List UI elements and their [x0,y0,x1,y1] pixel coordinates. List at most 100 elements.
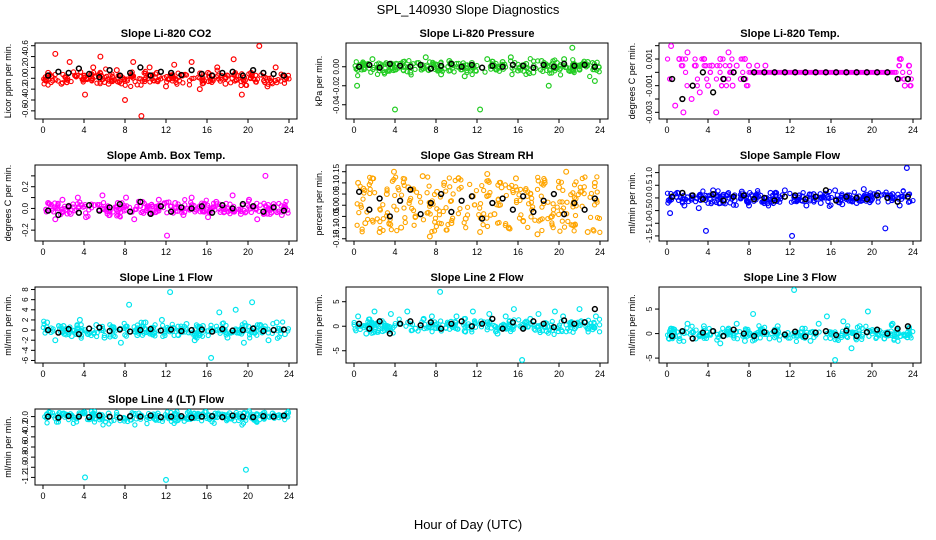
raw-point [502,64,509,70]
raw-point [82,409,88,415]
hourly-point [812,69,819,76]
raw-point [155,196,162,203]
hourly-point [884,194,891,202]
hourly-point [489,199,496,207]
raw-point [525,224,531,231]
panel-4: Slope Amb. Box Temp. degrees C per min. 0 4… [3,150,298,257]
raw-point [117,339,124,346]
raw-point [412,213,419,220]
raw-point [704,76,710,82]
x-tick-label: 8 [746,369,751,379]
raw-point [106,211,113,218]
raw-point [709,199,715,205]
y-tick-label: 0.2 [21,61,30,73]
raw-point [747,189,753,196]
raw-point [584,325,591,332]
raw-point [754,187,761,194]
raw-point [163,74,170,80]
raw-point [380,202,386,208]
raw-point [279,319,286,325]
raw-point [52,415,59,422]
hourly-point [894,325,901,332]
hourly-point [219,325,226,333]
x-tick-label: 16 [202,125,212,135]
hourly-point [188,414,195,421]
raw-point [400,175,406,182]
hourly-point [489,315,496,323]
hourly-point [750,196,758,203]
panel-title: Slope Line 3 Flow [744,272,837,284]
hourly-point [699,196,707,203]
raw-point [881,335,888,342]
raw-point [754,62,761,69]
raw-point [367,186,373,192]
raw-point [122,332,128,338]
raw-point [450,191,456,197]
raw-point [557,228,563,234]
y-tick-label: -0.001 [645,74,654,97]
hourly-point [167,326,175,333]
x-tick-label: 0 [351,247,356,257]
raw-point [484,215,490,221]
hourly-point [137,413,144,420]
raw-point [559,199,565,205]
hourly-point [863,69,871,76]
hourly-point [699,329,707,336]
hourly-point [157,68,165,75]
hourly-point [740,192,748,199]
raw-point [722,63,728,69]
raw-point [494,330,501,337]
raw-point [461,328,468,335]
raw-point [174,81,180,87]
raw-point [505,224,512,231]
y-tick-label: 0 [645,331,654,336]
raw-point [243,322,249,328]
raw-point [832,329,838,335]
raw-point [60,410,67,417]
hourly-point [270,326,277,334]
raw-point [82,474,89,481]
raw-point [150,329,157,336]
hourly-point [280,412,288,419]
hourly-point [106,327,113,335]
raw-point [714,194,720,200]
hourly-point [873,69,881,76]
x-tick-label: 16 [202,247,212,257]
raw-point [585,62,591,69]
raw-point [169,328,176,334]
raw-point [431,228,438,234]
raw-point [781,187,788,194]
hourly-point [904,75,912,83]
y-tick-label: 0.0 [645,192,654,204]
raw-point [398,192,405,198]
raw-point [843,333,850,340]
raw-point [591,179,598,186]
raw-point [118,81,125,87]
raw-point [360,185,367,192]
raw-point [124,76,130,82]
raw-point [42,77,48,84]
raw-point [53,77,59,83]
raw-point [410,207,417,214]
raw-point [538,67,544,73]
raw-point [823,313,830,320]
raw-point [401,205,407,211]
raw-point [261,209,268,216]
hourly-point [126,412,134,420]
hourly-point [280,326,288,333]
raw-point [776,337,783,343]
raw-point [228,415,235,422]
raw-point [163,83,170,90]
y-axis-label: degrees C per min. [627,43,637,120]
raw-point [807,329,813,335]
hourly-point [740,75,748,83]
y-tick-label: 0.4 [21,50,30,62]
raw-point [898,193,905,200]
hourly-point [519,62,527,69]
raw-point [750,310,757,317]
raw-point [379,323,385,329]
raw-point [547,70,553,76]
raw-point [281,205,287,211]
hourly-point [137,198,144,206]
raw-point [420,217,427,223]
